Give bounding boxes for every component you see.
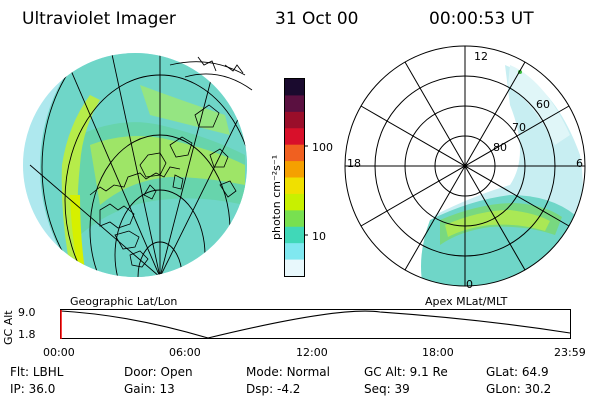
status-gcalt-value: 9.1 Re [409,365,448,379]
altitude-plot [60,309,571,339]
colorbar-band [285,161,304,179]
colorbar-tick-100: 100 [312,141,333,154]
altitude-xtick-2359: 23:59 [554,346,586,359]
status-mode: Mode: Normal [246,365,330,379]
geographic-aurora [23,53,247,277]
colorbar-band [285,210,304,228]
coastlines [89,104,237,268]
colorbar-band [285,243,304,261]
geographic-image [23,53,253,277]
altitude-ytick-1_8: 1.8 [18,328,36,341]
colorbar-band [285,128,304,146]
colorbar-band [285,177,304,195]
altitude-xtick-0000: 00:00 [43,346,75,359]
status-mode-value: Normal [286,365,330,379]
status-door-key: Door: [124,365,157,379]
mlat-label-80: 80 [493,141,507,154]
mlt-label-18: 18 [347,157,361,170]
status-gcalt-key: GC Alt: [364,365,406,379]
colorbar-tick-10: 10 [312,230,326,243]
status-dsp: Dsp: -4.2 [246,382,300,396]
colorbar-band [285,95,304,113]
polar-aurora [421,65,583,286]
colorbar-band [285,144,304,162]
altitude-xtick-1800: 18:00 [422,346,454,359]
status-dsp-key: Dsp: [246,382,274,396]
apex-label: Apex MLat/MLT [425,295,508,308]
polar-grid [344,45,586,287]
status-mode-key: Mode: [246,365,283,379]
polar-plot [344,45,586,287]
colorbar-unit-label: photon cm⁻²s⁻¹ [270,154,283,240]
status-ip: IP: 36.0 [10,382,55,396]
status-flt-key: Flt: [10,365,29,379]
status-dsp-value: -4.2 [276,382,301,396]
status-glat-value: 64.9 [521,365,549,379]
status-seq-value: 39 [394,382,410,396]
header-date: 31 Oct 00 [275,9,359,29]
mlat-label-70: 70 [512,121,526,134]
altitude-ytick-9: 9.0 [18,306,36,319]
status-seq-key: Seq: [364,382,391,396]
colorbar-band [285,111,304,129]
status-gain-value: 13 [159,382,175,396]
status-flt-value: LBHL [32,365,64,379]
altitude-xtick-1200: 12:00 [296,346,328,359]
status-gcalt: GC Alt: 9.1 Re [364,365,448,379]
mlat-label-60: 60 [536,98,550,111]
colorbar-band [285,79,304,97]
altitude-axis-label: GC Alt [2,310,15,345]
status-seq: Seq: 39 [364,382,410,396]
status-glat: GLat: 64.9 [486,365,549,379]
status-door: Door: Open [124,365,193,379]
status-glat-key: GLat: [486,365,519,379]
instrument-title: Ultraviolet Imager [22,9,176,29]
status-gain: Gain: 13 [124,382,175,396]
altitude-xtick-0600: 06:00 [169,346,201,359]
colorbar-band [285,259,304,277]
status-door-value: Open [160,365,193,379]
status-glon: GLon: 30.2 [486,382,551,396]
status-flt: Flt: LBHL [10,365,63,379]
status-gain-key: Gain: [124,382,156,396]
colorbar-band [285,193,304,211]
colorbar-band [285,226,304,244]
status-glon-value: 30.2 [524,382,552,396]
status-glon-key: GLon: [486,382,521,396]
mlt-label-12: 12 [474,50,488,63]
mlt-label-0: 0 [466,278,473,291]
status-ip-value: 36.0 [28,382,56,396]
geographic-label: Geographic Lat/Lon [70,295,178,308]
header-time: 00:00:53 UT [429,9,534,29]
colorbar [284,78,308,277]
latlon-grid [23,53,247,277]
mlt-label-6: 6 [576,157,583,170]
status-ip-key: IP: [10,382,25,396]
